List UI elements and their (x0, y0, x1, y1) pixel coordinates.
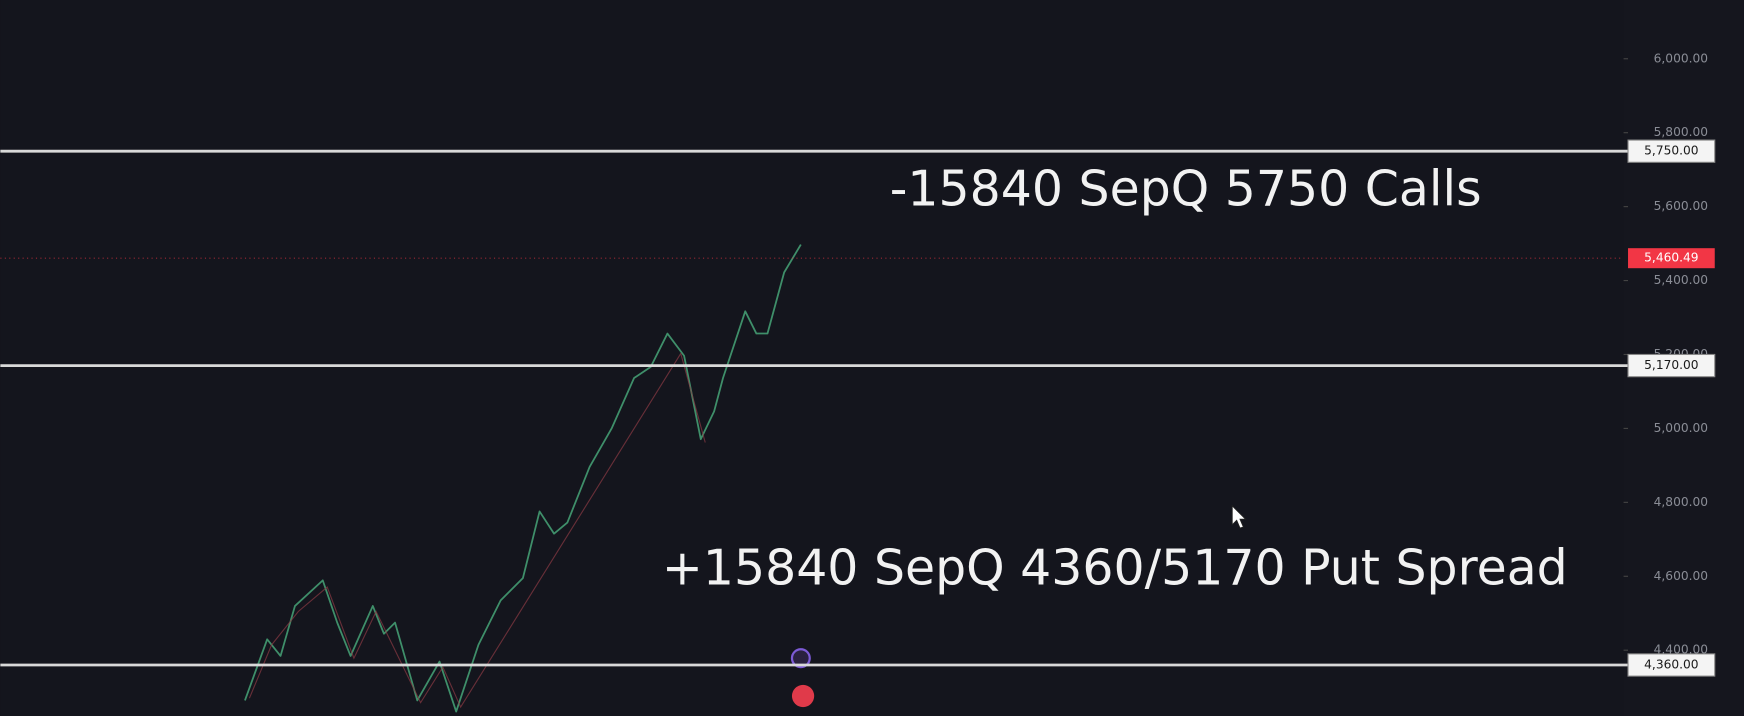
y-tick-label: 6,000.00 (1654, 51, 1708, 65)
level-box (1627, 653, 1716, 677)
level-label: 5,750.00 (1644, 144, 1698, 158)
annotation: +15840 SepQ 4360/5170 Put Spread (662, 540, 1568, 597)
annotation: -15840 SepQ 5750 Calls (890, 160, 1482, 217)
level-label: 4,360.00 (1644, 657, 1698, 671)
event-marker[interactable] (791, 684, 815, 708)
cursor (1231, 504, 1247, 529)
y-tick-label: 4,400.00 (1654, 643, 1708, 657)
price-path-down (248, 352, 706, 709)
last-price-label: 5,460.49 (1644, 251, 1698, 265)
price-path (244, 244, 802, 713)
level-label: 5,170.00 (1644, 358, 1698, 372)
y-tick-label: 4,800.00 (1654, 495, 1708, 509)
y-tick-label: 5,600.00 (1654, 199, 1708, 213)
level-box (1627, 139, 1716, 163)
y-tick-label: 5,000.00 (1654, 421, 1708, 435)
level-box (1627, 353, 1716, 378)
y-tick-label: 5,800.00 (1654, 125, 1708, 139)
y-tick-label: 5,400.00 (1654, 273, 1708, 287)
y-tick-label: 4,600.00 (1654, 569, 1708, 583)
event-marker[interactable] (790, 648, 811, 669)
last-price-box (1628, 248, 1715, 269)
